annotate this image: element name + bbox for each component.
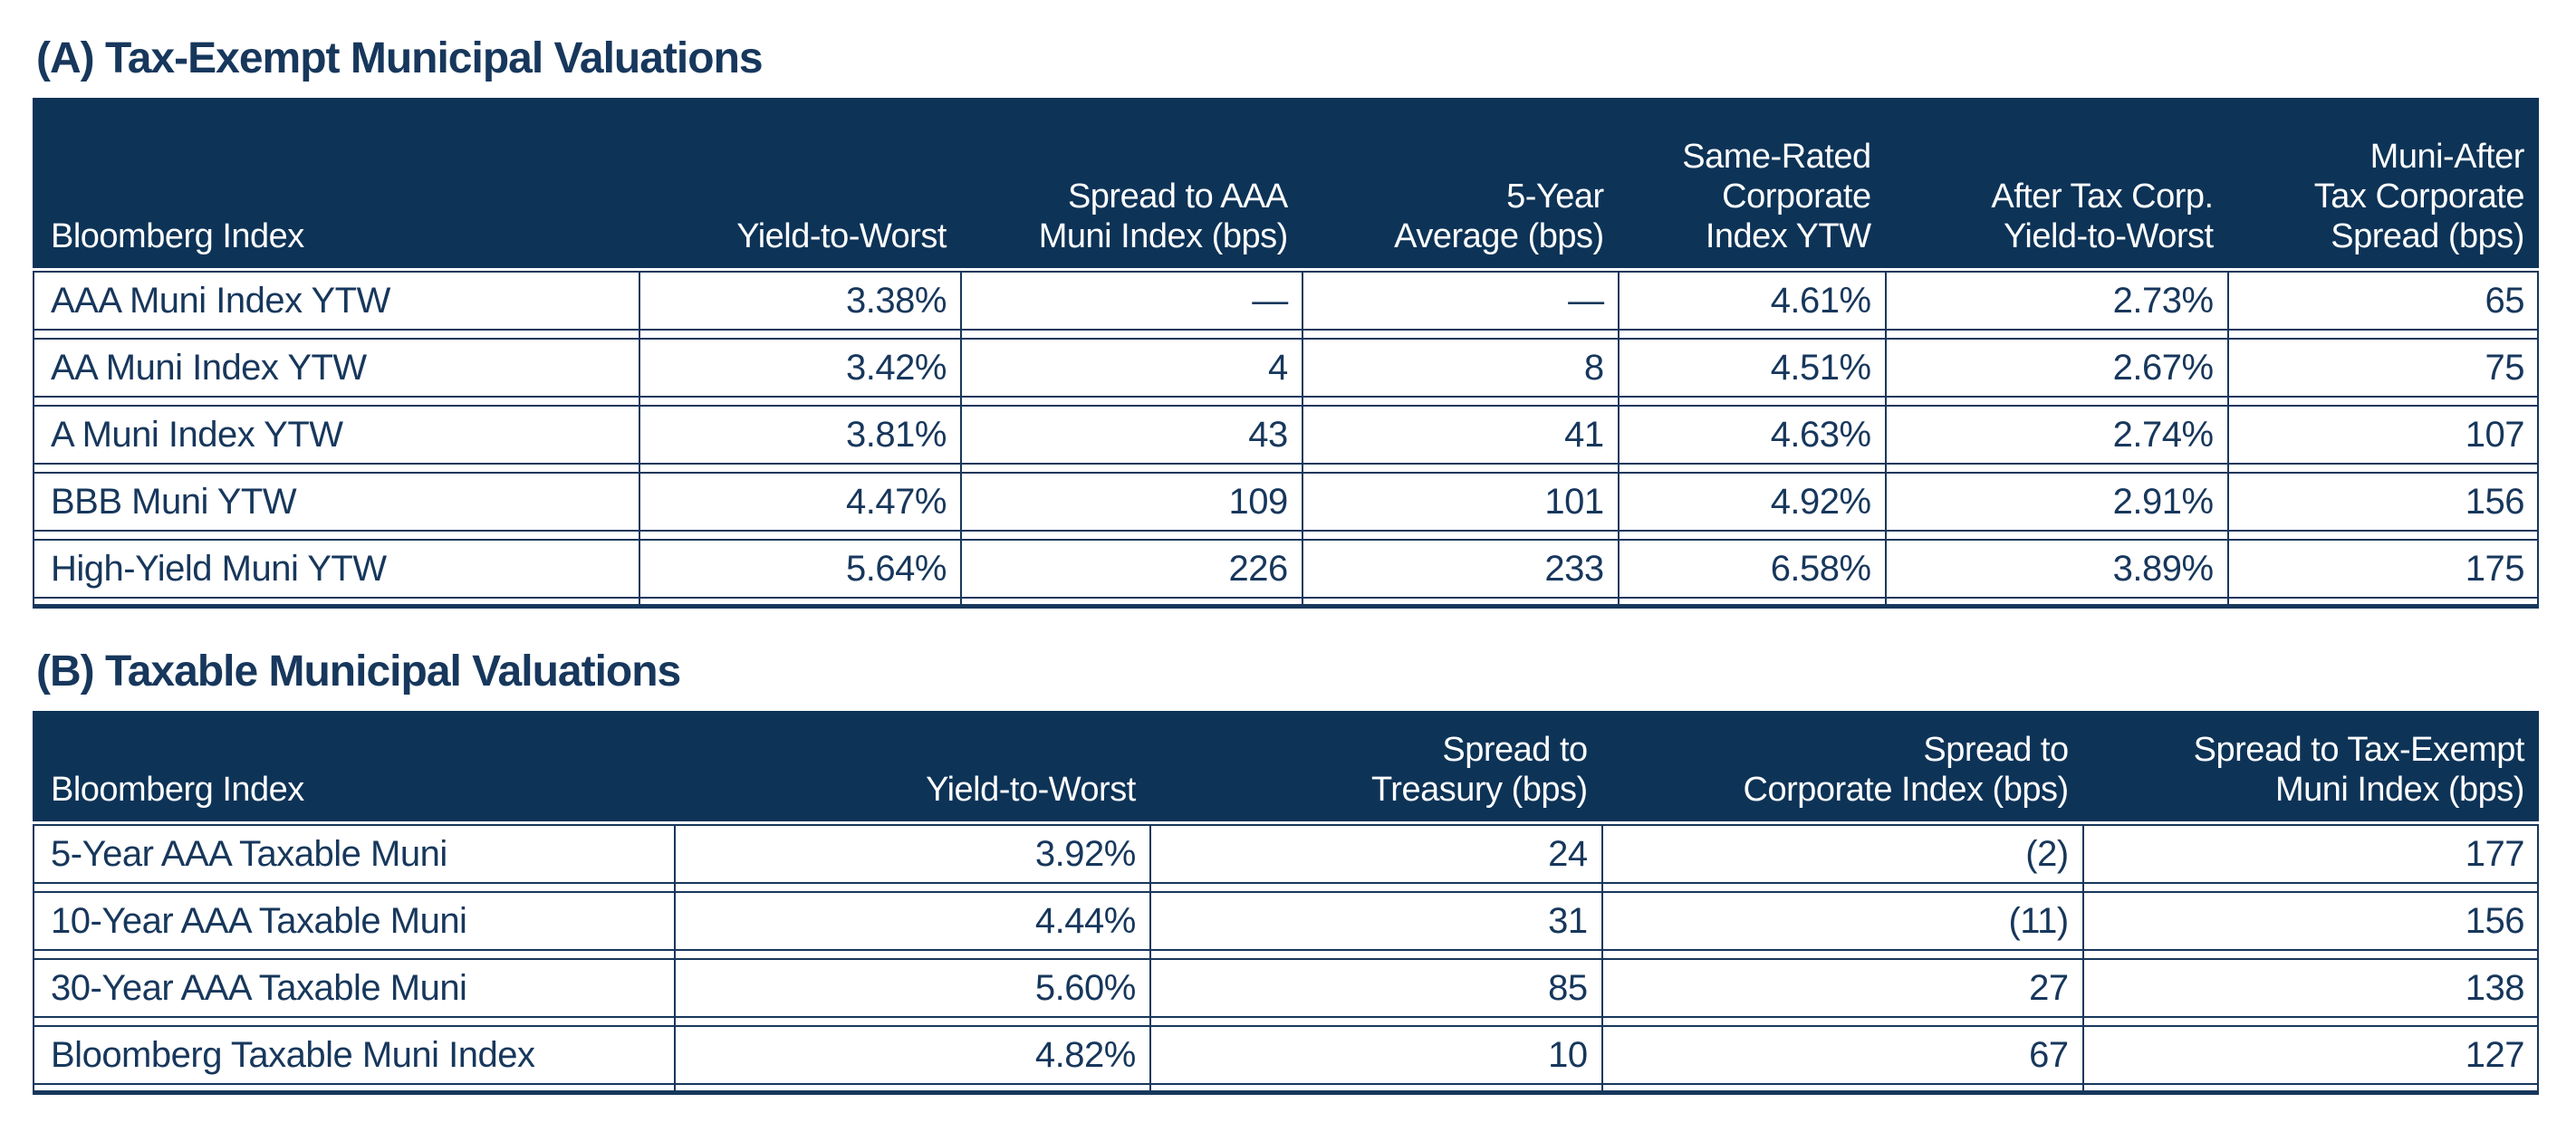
cell: 2.73%	[2112, 280, 2214, 321]
cell: 31	[1548, 900, 1588, 941]
cell: 3.81%	[845, 414, 947, 455]
cell: 27	[2029, 967, 2069, 1008]
column-header: Spread to AAA Muni Index (bps)	[1038, 177, 1289, 255]
cell: 138	[2465, 967, 2525, 1008]
table-row: AAA Muni Index YTW 3.38% — — 4.61% 2.73%…	[33, 271, 2539, 331]
cell: (2)	[2025, 833, 2069, 874]
column-divider	[673, 824, 676, 1090]
column-divider	[638, 271, 640, 604]
table-row: BBB Muni YTW 4.47% 109 101 4.92% 2.91% 1…	[33, 472, 2539, 532]
cell: 156	[2465, 481, 2525, 522]
cell: 101	[1544, 481, 1604, 522]
row-label: BBB Muni YTW	[51, 481, 297, 522]
table-row: AA Muni Index YTW 3.42% 4 8 4.51% 2.67% …	[33, 338, 2539, 398]
row-label: 10-Year AAA Taxable Muni	[51, 900, 467, 941]
column-divider	[2081, 824, 2084, 1090]
table-a-body: AAA Muni Index YTW 3.38% — — 4.61% 2.73%…	[33, 271, 2539, 609]
taxable-valuations-table: Bloomberg Index Yield-to-Worst Spread to…	[33, 711, 2539, 1095]
column-header: Bloomberg Index	[51, 216, 304, 255]
table-left-border	[33, 824, 34, 1090]
column-divider	[1617, 271, 1620, 604]
table-right-border	[2537, 271, 2539, 604]
cell: 3.89%	[2112, 548, 2214, 589]
column-divider	[2226, 271, 2229, 604]
cell: —	[1252, 280, 1288, 321]
cell: 5.60%	[1034, 967, 1136, 1008]
cell: 177	[2465, 833, 2525, 874]
table-row: A Muni Index YTW 3.81% 43 41 4.63% 2.74%…	[33, 405, 2539, 465]
cell: 24	[1548, 833, 1588, 874]
cell: 3.38%	[845, 280, 947, 321]
cell: 127	[2465, 1034, 2525, 1075]
cell: 175	[2465, 548, 2525, 589]
column-header: Spread to Corporate Index (bps)	[1743, 730, 2070, 809]
table-row: Bloomberg Taxable Muni Index 4.82% 10 67…	[33, 1025, 2539, 1085]
section-b-title: (B) Taxable Municipal Valuations	[36, 648, 681, 696]
cell: 4.63%	[1770, 414, 1871, 455]
table-row: High-Yield Muni YTW 5.64% 226 233 6.58% …	[33, 539, 2539, 599]
column-header: Muni-After Tax Corporate Spread (bps)	[2313, 137, 2525, 255]
column-divider	[1884, 271, 1887, 604]
table-b-header-row: Bloomberg Index Yield-to-Worst Spread to…	[33, 711, 2539, 821]
cell: 10	[1548, 1034, 1588, 1075]
cell: 4	[1268, 347, 1288, 388]
table-row: 30-Year AAA Taxable Muni 5.60% 85 27 138	[33, 958, 2539, 1018]
column-header: 5-Year Average (bps)	[1394, 177, 1604, 255]
cell: 109	[1228, 481, 1289, 522]
cell: 156	[2465, 900, 2525, 941]
column-header: Yield-to-Worst	[926, 770, 1136, 809]
row-label: High-Yield Muni YTW	[51, 548, 387, 589]
cell: —	[1568, 280, 1604, 321]
cell: 2.67%	[2112, 347, 2214, 388]
cell: 2.91%	[2112, 481, 2214, 522]
cell: 4.61%	[1770, 280, 1871, 321]
cell: 3.42%	[845, 347, 947, 388]
tax-exempt-valuations-table: Bloomberg Index Yield-to-Worst Spread to…	[33, 98, 2539, 609]
table-a-header-row: Bloomberg Index Yield-to-Worst Spread to…	[33, 98, 2539, 268]
column-header: After Tax Corp. Yield-to-Worst	[1991, 177, 2214, 255]
cell: 43	[1248, 414, 1288, 455]
cell: 5.64%	[845, 548, 947, 589]
cell: (11)	[2008, 900, 2069, 941]
column-divider	[1149, 824, 1151, 1090]
row-label: Bloomberg Taxable Muni Index	[51, 1034, 535, 1075]
cell: 41	[1564, 414, 1604, 455]
column-divider	[959, 271, 962, 604]
cell: 4.47%	[845, 481, 947, 522]
cell: 67	[2029, 1034, 2069, 1075]
column-header: Yield-to-Worst	[736, 216, 947, 255]
row-label: AA Muni Index YTW	[51, 347, 367, 388]
cell: 6.58%	[1770, 548, 1871, 589]
row-label: 30-Year AAA Taxable Muni	[51, 967, 467, 1008]
cell: 4.92%	[1770, 481, 1871, 522]
cell: 85	[1548, 967, 1588, 1008]
column-header: Spread to Treasury (bps)	[1371, 730, 1588, 809]
column-header: Bloomberg Index	[51, 770, 304, 809]
table-b-body: 5-Year AAA Taxable Muni 3.92% 24 (2) 177…	[33, 824, 2539, 1095]
table-row: 5-Year AAA Taxable Muni 3.92% 24 (2) 177	[33, 824, 2539, 884]
cell: 226	[1228, 548, 1289, 589]
cell: 107	[2465, 414, 2525, 455]
row-label: AAA Muni Index YTW	[51, 280, 390, 321]
column-divider	[1600, 824, 1603, 1090]
table-row: 10-Year AAA Taxable Muni 4.44% 31 (11) 1…	[33, 891, 2539, 951]
column-header: Same-Rated Corporate Index YTW	[1682, 137, 1871, 255]
cell: 65	[2485, 280, 2524, 321]
cell: 3.92%	[1034, 833, 1136, 874]
cell: 4.51%	[1770, 347, 1871, 388]
cell: 75	[2485, 347, 2524, 388]
cell: 4.44%	[1034, 900, 1136, 941]
row-label: 5-Year AAA Taxable Muni	[51, 833, 447, 874]
cell: 233	[1544, 548, 1604, 589]
cell: 2.74%	[2112, 414, 2214, 455]
cell: 8	[1583, 347, 1604, 388]
column-divider	[1301, 271, 1303, 604]
cell: 4.82%	[1034, 1034, 1136, 1075]
table-left-border	[33, 271, 34, 604]
table-right-border	[2537, 824, 2539, 1090]
section-a-title: (A) Tax-Exempt Municipal Valuations	[36, 34, 764, 82]
row-label: A Muni Index YTW	[51, 414, 343, 455]
column-header: Spread to Tax-Exempt Muni Index (bps)	[2193, 730, 2525, 809]
